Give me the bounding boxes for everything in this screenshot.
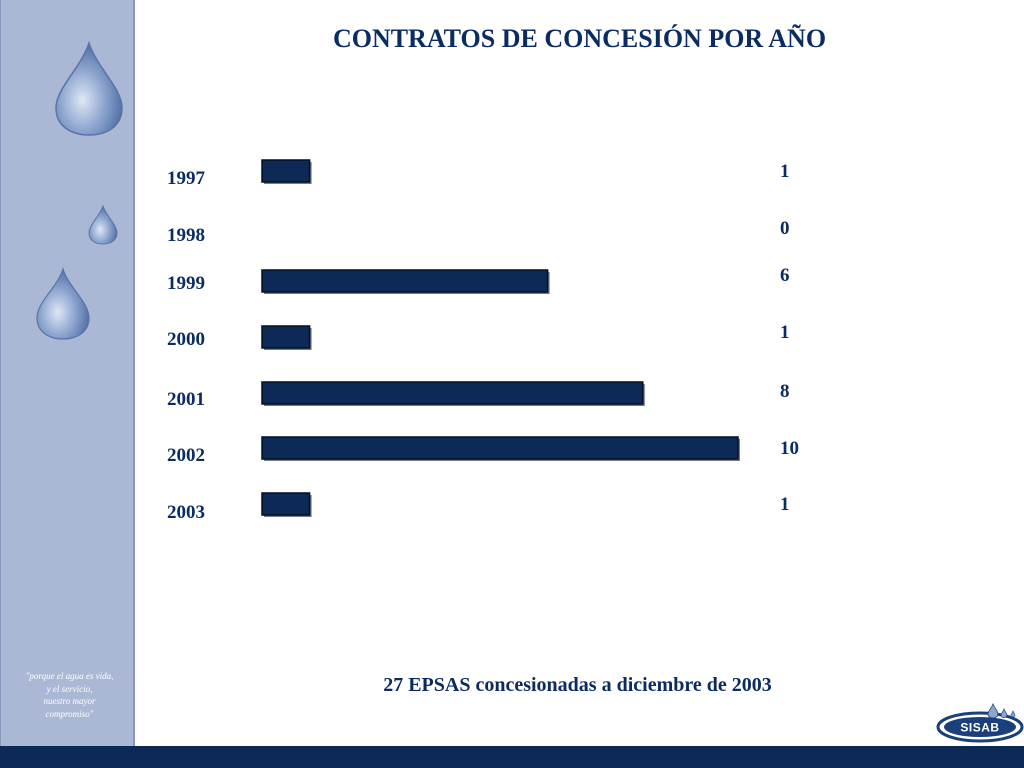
- quote-line: nuestro mayor: [43, 696, 96, 706]
- quote-line: "porque el agua es vida,: [25, 671, 114, 681]
- category-label: 2003: [167, 502, 205, 523]
- value-label: 10: [780, 438, 799, 459]
- sisab-logo: SISAB: [936, 702, 1024, 743]
- category-label: 1997: [167, 168, 206, 189]
- sidebar-panel: "porque el agua es vida, y el servicio, …: [0, 0, 135, 746]
- category-label: 1998: [167, 225, 205, 246]
- bar-1997: [261, 159, 311, 183]
- quote-line: compromiso": [45, 708, 94, 719]
- bar-chart: 1997 1 1998 0 1999 6 2000 1 2001 8 2002 10 2003 1: [167, 159, 799, 523]
- logo-drop-icon: [987, 702, 999, 719]
- value-label: 1: [780, 161, 790, 182]
- value-label: 6: [780, 265, 790, 286]
- bar-1999: [261, 269, 549, 293]
- water-drop-icon: [55, 40, 123, 136]
- water-drop-icon: [88, 204, 118, 245]
- logo-drop-icon: [1010, 710, 1016, 718]
- category-label: 1999: [167, 273, 205, 294]
- bar-2002: [261, 436, 739, 460]
- logo-drop-icon: [1000, 707, 1008, 718]
- value-label: 0: [780, 218, 790, 239]
- summary-text: 27 EPSAS concesionadas a diciembre de 20…: [383, 674, 772, 696]
- category-label: 2000: [167, 329, 205, 350]
- value-label: 8: [780, 381, 790, 402]
- category-label: 2001: [167, 389, 205, 410]
- footer-bar: [0, 746, 1024, 768]
- category-label: 2002: [167, 445, 205, 466]
- value-label: 1: [780, 322, 790, 343]
- logo-text: SISAB: [960, 721, 999, 735]
- value-label: 1: [780, 494, 790, 515]
- quote-line: y el servicio,: [46, 683, 93, 694]
- bar-2003: [261, 492, 311, 516]
- slide-title: CONTRATOS DE CONCESIÓN POR AÑO: [332, 24, 827, 53]
- bar-2001: [261, 381, 644, 405]
- motto-quote: "porque el agua es vida, y el servicio, …: [7, 670, 132, 720]
- water-drop-icon: [36, 267, 90, 340]
- bar-2000: [261, 325, 311, 349]
